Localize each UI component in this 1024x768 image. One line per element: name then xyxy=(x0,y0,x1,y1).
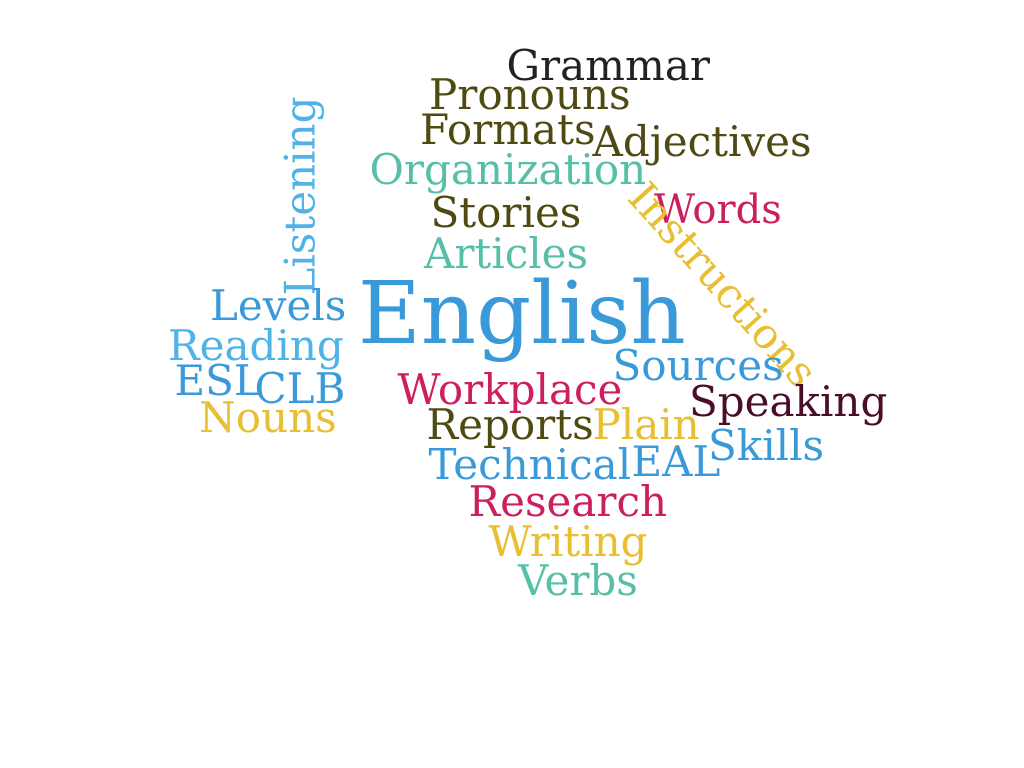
word-listening: Listening xyxy=(275,96,325,296)
word-nouns: Nouns xyxy=(199,393,337,442)
word-formats: Formats xyxy=(420,105,596,154)
word-plain: Plain xyxy=(592,400,700,449)
word-sources: Sources xyxy=(612,341,784,390)
word-speaking: Speaking xyxy=(689,377,888,426)
word-organization: Organization xyxy=(369,145,647,194)
word-articles: Articles xyxy=(424,229,589,278)
word-reading: Reading xyxy=(168,321,344,370)
word-technical: Technical xyxy=(428,440,632,489)
word-grammar: Grammar xyxy=(506,41,710,90)
word-english: English xyxy=(358,264,686,364)
word-verbs: Verbs xyxy=(518,556,638,605)
word-adjectives: Adjectives xyxy=(592,117,812,166)
word-clb: CLB xyxy=(254,364,346,413)
word-stories: Stories xyxy=(430,188,582,237)
word-words: Words xyxy=(654,187,782,233)
word-esl: ESL xyxy=(174,356,262,405)
word-pronouns: Pronouns xyxy=(429,70,631,119)
word-research: Research xyxy=(468,477,668,526)
word-skills: Skills xyxy=(708,421,825,470)
word-levels: Levels xyxy=(210,281,347,330)
word-writing: Writing xyxy=(488,517,648,566)
word-eal: EAL xyxy=(631,437,721,486)
word-reports: Reports xyxy=(426,400,594,449)
word-workplace: Workplace xyxy=(397,365,623,414)
